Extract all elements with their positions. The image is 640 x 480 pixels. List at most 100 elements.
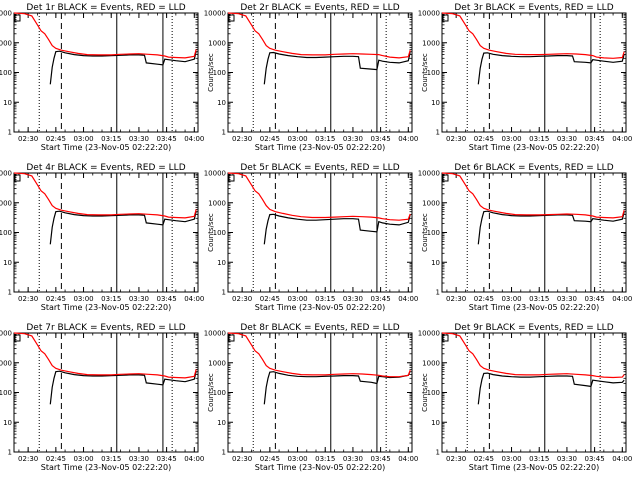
lld-series-line [227, 172, 411, 221]
x-tick-label: 02:30 [18, 295, 38, 303]
y-axis-label: Counts/sec [207, 53, 215, 92]
y-tick-label: 10 [217, 259, 226, 267]
x-tick-label: 02:30 [232, 455, 252, 463]
y-tick-label: 100 [213, 69, 226, 77]
x-tick-label: 03:15 [529, 455, 549, 463]
x-axis-label: Start Time (23-Nov-05 02:22:20) [41, 303, 171, 312]
chart-panel-9: Det 9r BLACK = Events, RED = LLD 1 10 100 10… [418, 323, 633, 472]
y-tick-label: 100 [0, 69, 12, 77]
x-tick-label: 02:30 [232, 135, 252, 143]
x-tick-label: 03:15 [315, 135, 335, 143]
corner-marker [442, 174, 449, 182]
chart-title: Det 1r BLACK = Events, RED = LLD [26, 3, 185, 13]
x-tick-label: 02:30 [446, 455, 466, 463]
y-tick-label: 10000 [0, 330, 12, 338]
x-axis-label: Start Time (23-Nov-05 02:22:20) [469, 303, 599, 312]
corner-marker [442, 14, 449, 22]
x-tick-label: 04:00 [398, 135, 418, 143]
y-tick-label: 10000 [418, 10, 440, 18]
events-series-line [477, 52, 625, 85]
x-tick-label: 03:30 [343, 455, 363, 463]
y-tick-label: 1000 [422, 359, 440, 367]
chart-title: Det 8r BLACK = Events, RED = LLD [240, 323, 399, 333]
chart-panel-3: Det 3r BLACK = Events, RED = LLD 1 10 100 10… [418, 3, 633, 152]
corner-marker [228, 14, 235, 22]
y-tick-label: 10 [3, 419, 12, 427]
events-series-line [477, 210, 625, 245]
x-tick-label: 03:00 [501, 135, 521, 143]
x-tick-label: 02:45 [260, 135, 280, 143]
y-tick-label: 10000 [418, 330, 440, 338]
x-tick-label: 02:30 [232, 295, 252, 303]
x-tick-label: 02:45 [46, 295, 66, 303]
x-tick-label: 03:45 [157, 295, 177, 303]
chart-panel-7: Det 7r BLACK = Events, RED = LLD 1 10 100 10… [0, 323, 204, 472]
lld-series-line [13, 172, 197, 219]
chart-panel-4: Det 4r BLACK = Events, RED = LLD 1 10 100 10… [0, 163, 204, 312]
y-tick-label: 100 [427, 229, 440, 237]
y-axis-label: Counts/sec [207, 373, 215, 412]
y-tick-label: 100 [427, 69, 440, 77]
y-tick-label: 10 [431, 419, 440, 427]
x-tick-label: 02:45 [46, 135, 66, 143]
x-tick-label: 02:30 [18, 135, 38, 143]
events-series-line [49, 50, 197, 85]
x-tick-label: 03:00 [501, 295, 521, 303]
chart-panel-8: Det 8r BLACK = Events, RED = LLD 1 10 100 10… [204, 323, 419, 472]
y-tick-label: 1000 [422, 39, 440, 47]
events-series-line [477, 372, 625, 405]
x-tick-label: 04:00 [398, 295, 418, 303]
y-axis-label: Counts/sec [0, 213, 1, 252]
y-tick-label: 100 [213, 389, 226, 397]
x-tick-label: 02:45 [260, 295, 280, 303]
corner-marker [442, 334, 449, 342]
lld-series-line [441, 12, 625, 59]
y-axis-label: Counts/sec [421, 213, 429, 252]
y-tick-label: 10 [431, 99, 440, 107]
x-tick-label: 03:15 [101, 295, 121, 303]
y-tick-label: 100 [427, 389, 440, 397]
chart-panel-6: Det 6r BLACK = Events, RED = LLD 1 10 100 10… [418, 163, 633, 312]
x-tick-label: 03:00 [287, 455, 307, 463]
y-tick-label: 1 [8, 129, 12, 137]
x-tick-label: 03:15 [101, 455, 121, 463]
y-tick-label: 1000 [208, 199, 226, 207]
events-series-line [263, 213, 411, 245]
y-tick-label: 100 [0, 389, 12, 397]
x-axis-label: Start Time (23-Nov-05 02:22:20) [255, 143, 385, 152]
corner-marker [14, 174, 21, 182]
lld-series-line [227, 332, 411, 378]
x-tick-label: 03:45 [371, 295, 391, 303]
x-tick-label: 04:00 [398, 455, 418, 463]
y-tick-label: 1 [436, 289, 440, 297]
x-tick-label: 03:00 [287, 295, 307, 303]
x-axis-label: Start Time (23-Nov-05 02:22:20) [41, 143, 171, 152]
chart-title: Det 2r BLACK = Events, RED = LLD [240, 3, 399, 13]
corner-marker [14, 14, 21, 22]
y-tick-label: 10 [3, 99, 12, 107]
events-series-line [263, 51, 411, 85]
chart-panel-2: Det 2r BLACK = Events, RED = LLD 1 10 100 10… [204, 3, 419, 152]
corner-marker [14, 334, 21, 342]
x-tick-label: 02:30 [446, 135, 466, 143]
x-tick-label: 04:00 [184, 455, 204, 463]
y-tick-label: 1 [436, 129, 440, 137]
x-tick-label: 04:00 [612, 295, 632, 303]
x-tick-label: 03:45 [585, 135, 605, 143]
x-tick-label: 03:00 [73, 455, 93, 463]
x-tick-label: 03:30 [343, 135, 363, 143]
x-tick-label: 03:30 [129, 455, 149, 463]
x-tick-label: 03:45 [585, 295, 605, 303]
corner-marker [228, 334, 235, 342]
chart-title: Det 6r BLACK = Events, RED = LLD [454, 163, 613, 173]
x-tick-label: 03:00 [501, 455, 521, 463]
lld-series-line [13, 12, 197, 59]
x-tick-label: 03:30 [557, 135, 577, 143]
y-tick-label: 10000 [418, 170, 440, 178]
chart-title: Det 5r BLACK = Events, RED = LLD [240, 163, 399, 173]
chart-title: Det 4r BLACK = Events, RED = LLD [26, 163, 185, 173]
y-tick-label: 10 [217, 99, 226, 107]
x-tick-label: 03:15 [315, 455, 335, 463]
x-axis-label: Start Time (23-Nov-05 02:22:20) [469, 463, 599, 472]
y-tick-label: 1 [222, 449, 226, 457]
